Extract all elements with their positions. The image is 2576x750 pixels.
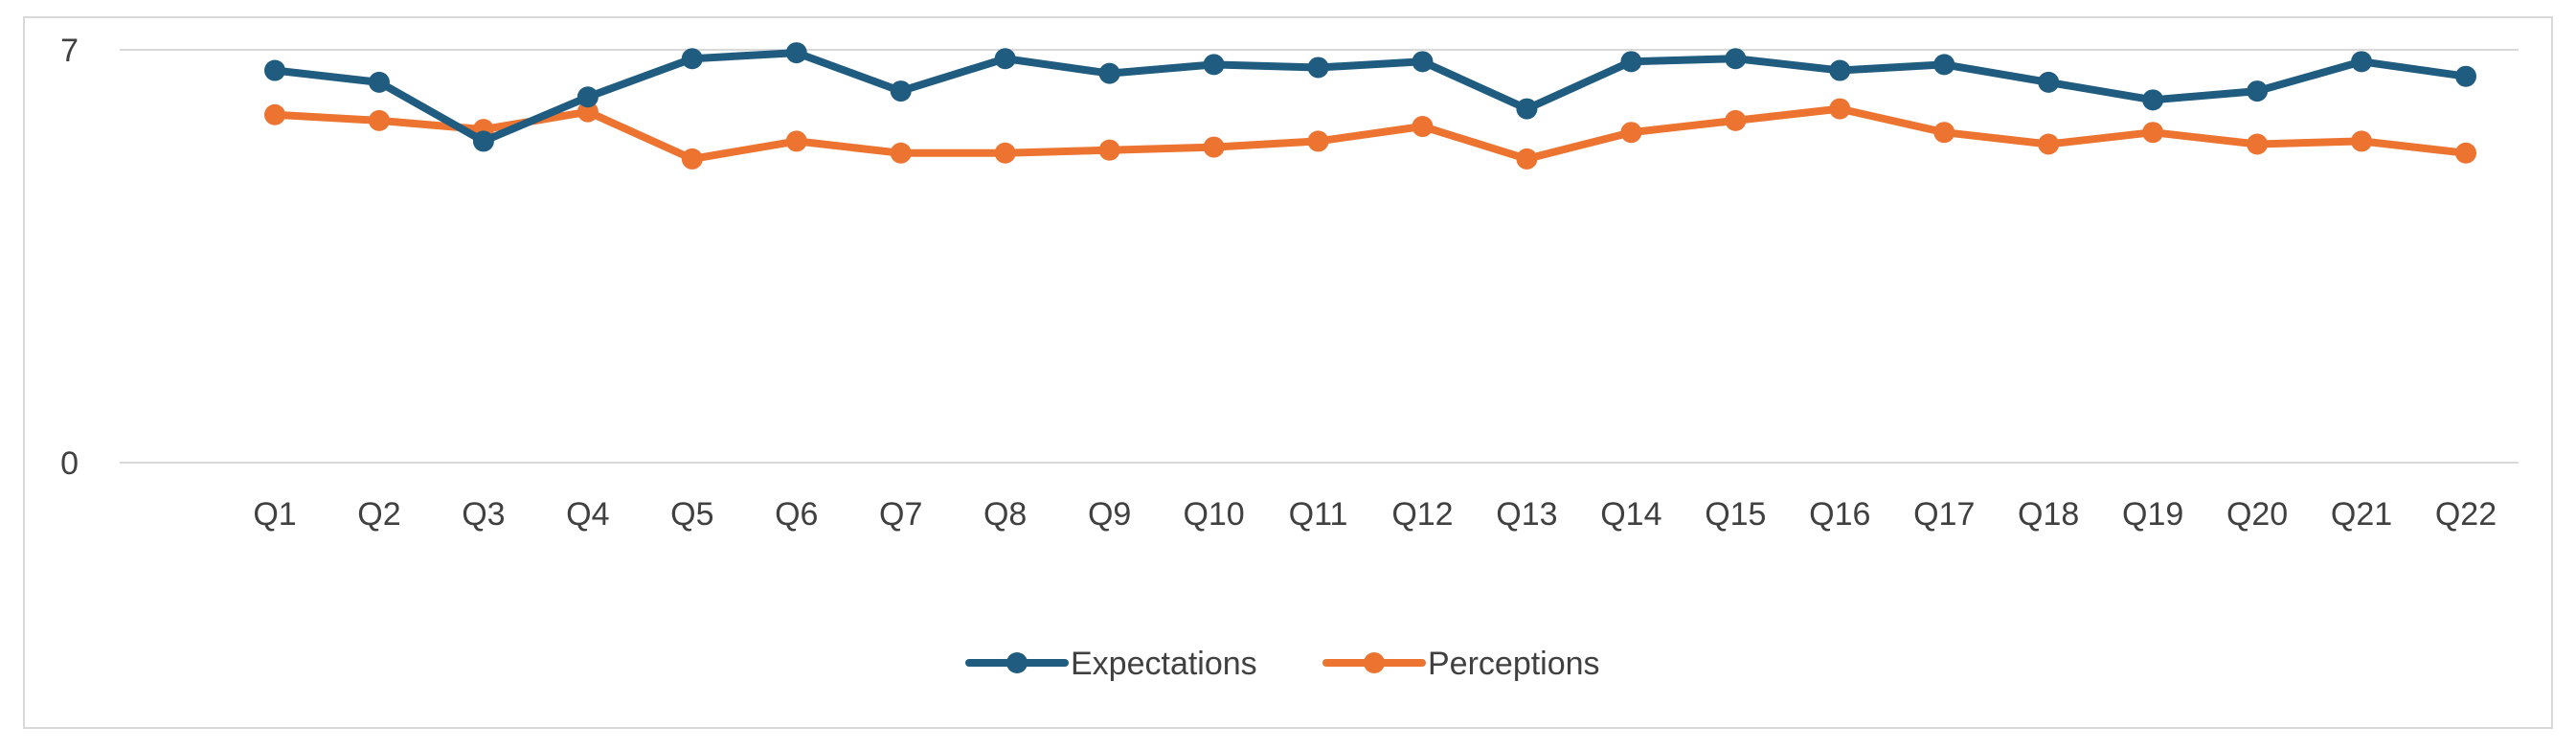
legend-item-perceptions: Perceptions [1322,646,1600,682]
data-point-expectations-q17 [1933,54,1955,76]
x-tick-label: Q20 [2226,496,2288,533]
data-point-perceptions-q20 [2247,133,2269,155]
data-point-perceptions-q4 [576,101,599,123]
data-point-expectations-q9 [1098,62,1120,84]
x-tick-label: Q6 [775,496,818,533]
data-point-expectations-q2 [368,71,390,93]
data-point-perceptions-q9 [1098,139,1120,161]
data-point-expectations-q8 [994,48,1016,70]
legend-swatch-marker [1364,652,1385,673]
data-point-expectations-q20 [2247,80,2269,102]
data-point-expectations-q18 [2038,71,2060,93]
data-point-expectations-q3 [472,130,494,152]
legend-label: Expectations [1071,646,1257,682]
x-tick-label: Q22 [2435,496,2497,533]
data-point-perceptions-q14 [1620,122,1642,144]
series-lines [264,42,2476,170]
data-point-expectations-q1 [264,59,285,81]
data-point-expectations-q6 [785,42,807,64]
y-axis-ticks: 07 [60,33,79,482]
series-perceptions [264,98,2476,170]
data-point-expectations-q14 [1620,51,1642,73]
x-tick-label: Q14 [1600,496,1661,533]
legend-swatch-marker [1006,652,1028,673]
x-tick-label: Q15 [1705,496,1766,533]
x-tick-label: Q3 [462,496,505,533]
data-point-perceptions-q12 [1412,116,1434,138]
x-tick-label: Q9 [1088,496,1131,533]
x-tick-label: Q4 [566,496,609,533]
data-point-perceptions-q13 [1516,148,1538,170]
data-point-perceptions-q7 [890,142,912,164]
x-tick-label: Q13 [1496,496,1557,533]
x-tick-label: Q2 [357,496,400,533]
data-point-expectations-q13 [1516,98,1538,120]
data-point-expectations-q12 [1412,51,1434,73]
y-tick-label: 7 [60,33,79,69]
gridlines [120,49,2519,464]
data-point-perceptions-q18 [2038,133,2060,155]
x-tick-label: Q16 [1809,496,1870,533]
data-point-perceptions-q2 [368,109,390,131]
x-tick-label: Q8 [983,496,1027,533]
data-point-expectations-q16 [1829,59,1851,81]
data-point-perceptions-q15 [1725,109,1747,131]
series-line-perceptions [271,104,2470,163]
data-point-expectations-q19 [2142,89,2164,111]
data-point-expectations-q10 [1203,54,1225,76]
legend-label: Perceptions [1428,646,1600,682]
x-tick-label: Q19 [2122,496,2183,533]
data-point-perceptions-q11 [1307,130,1329,152]
data-point-expectations-q22 [2455,65,2476,87]
x-tick-label: Q21 [2331,496,2392,533]
legend: Expectations Perceptions [965,646,1600,682]
x-tick-label: Q10 [1183,496,1244,533]
legend-item-expectations: Expectations [965,646,1257,682]
data-point-perceptions-q10 [1203,136,1225,158]
x-tick-label: Q12 [1391,496,1453,533]
data-point-perceptions-q21 [2351,130,2373,152]
data-point-perceptions-q5 [681,148,703,170]
data-point-perceptions-q19 [2142,122,2164,144]
data-point-expectations-q11 [1307,57,1329,79]
series-expectations [264,42,2476,152]
x-tick-label: Q1 [253,496,296,533]
data-point-perceptions-q17 [1933,122,1955,144]
x-tick-label: Q11 [1289,496,1348,533]
x-tick-label: Q18 [2018,496,2079,533]
x-tick-label: Q17 [1913,496,1975,533]
data-point-perceptions-q6 [785,130,807,152]
data-point-perceptions-q16 [1829,98,1851,120]
y-tick-label: 0 [60,445,79,482]
data-point-expectations-q4 [576,86,599,108]
x-tick-label: Q5 [670,496,713,533]
data-point-perceptions-q22 [2455,142,2476,164]
x-axis-ticks: Q1 Q2 Q3 Q4 Q5 Q6 Q7 Q8 Q9 Q10 Q11 Q12 Q13 Q14 Q15 Q16 Q… [253,496,2497,533]
data-point-expectations-q5 [681,48,703,70]
data-point-perceptions-q1 [264,103,285,125]
data-point-expectations-q7 [890,80,912,102]
series-line-expectations [271,49,2470,146]
data-point-expectations-q15 [1725,48,1747,70]
data-point-expectations-q21 [2351,51,2373,73]
data-point-perceptions-q8 [994,142,1016,164]
x-tick-label: Q7 [879,496,922,533]
